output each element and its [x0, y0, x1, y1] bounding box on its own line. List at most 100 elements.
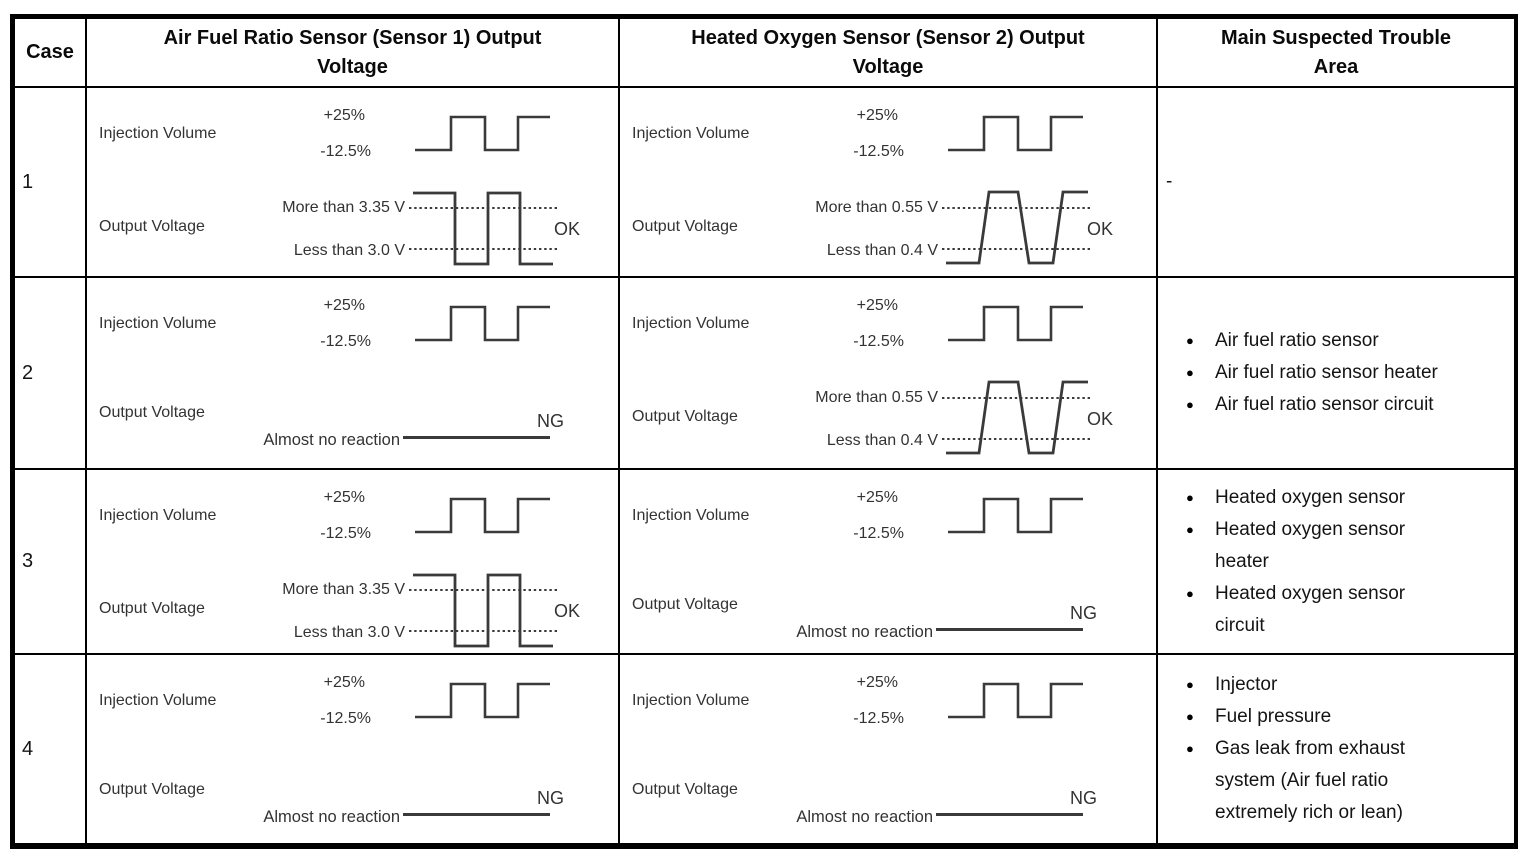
trouble-item: ● Heated oxygen sensor circuit	[1186, 578, 1510, 642]
trouble-item-text: Heated oxygen sensor heater	[1215, 518, 1406, 572]
diagnostic-table: Case Air Fuel Ratio Sensor (Sensor 1) Ou…	[10, 14, 1518, 849]
output-voltage-label: Output Voltage	[632, 596, 738, 613]
lower-threshold-label: Less than 0.4 V	[826, 432, 938, 449]
trouble-item: ● Air fuel ratio sensor heater	[1186, 357, 1510, 389]
result-label: NG	[537, 411, 564, 431]
trouble-area-cell: ● Heated oxygen sensor ● Heated oxygen s…	[1158, 470, 1514, 655]
header-case: Case	[15, 19, 87, 88]
injection-plus-level: +25%	[856, 674, 898, 691]
output-voltage-waveform	[942, 380, 1090, 455]
bullet-icon: ●	[1186, 333, 1194, 348]
injection-volume-waveform	[948, 682, 1083, 719]
output-voltage-label: Output Voltage	[99, 218, 205, 235]
flat-output-line	[936, 813, 1083, 816]
trouble-item-text: Injector	[1215, 674, 1278, 695]
case1-sensor2-cell: Injection Volume +25% -12.5% Output Volt…	[620, 88, 1158, 278]
lower-threshold-label: Less than 0.4 V	[826, 242, 938, 259]
bullet-icon: ●	[1186, 489, 1194, 505]
case4-sensor2-cell: Injection Volume +25% -12.5% Output Volt…	[620, 655, 1158, 843]
header-sensor1: Air Fuel Ratio Sensor (Sensor 1) Output …	[87, 19, 620, 88]
trouble-item-text: Air fuel ratio sensor heater	[1215, 362, 1438, 383]
bullet-icon: ●	[1186, 397, 1194, 412]
injection-plus-level: +25%	[856, 107, 898, 124]
trouble-item-text: Air fuel ratio sensor circuit	[1215, 394, 1434, 415]
bullet-icon: ●	[1186, 741, 1194, 756]
injection-volume-waveform	[948, 305, 1083, 342]
trouble-item: ● Fuel pressure	[1186, 701, 1510, 733]
bullet-icon: ●	[1186, 677, 1194, 692]
case2-sensor2-cell: Injection Volume +25% -12.5% Output Volt…	[620, 278, 1158, 470]
bullet-icon: ●	[1186, 709, 1194, 724]
trouble-area-cell: ● Injector ● Fuel pressure ● Gas leak fr…	[1158, 655, 1514, 843]
trouble-dash: -	[1166, 171, 1173, 192]
injection-minus-level: -12.5%	[320, 333, 371, 350]
injection-plus-level: +25%	[856, 297, 898, 314]
output-voltage-label: Output Voltage	[99, 781, 205, 798]
injection-volume-label: Injection Volume	[99, 315, 217, 332]
upper-threshold-label: More than 0.55 V	[815, 199, 938, 216]
lower-threshold-label: Less than 3.0 V	[293, 242, 405, 259]
injection-volume-label: Injection Volume	[632, 125, 750, 142]
output-voltage-label: Output Voltage	[632, 781, 738, 798]
result-label: OK	[554, 601, 581, 621]
case2-sensor1-cell: Injection Volume +25% -12.5% Output Volt…	[87, 278, 620, 470]
trouble-item: ● Air fuel ratio sensor	[1186, 325, 1510, 357]
output-voltage-label: Output Voltage	[99, 404, 205, 421]
output-voltage-waveform	[942, 190, 1090, 265]
result-label: NG	[537, 788, 564, 808]
result-label: OK	[1087, 409, 1114, 429]
injection-minus-level: -12.5%	[853, 143, 904, 160]
no-reaction-label: Almost no reaction	[263, 431, 400, 449]
injection-volume-label: Injection Volume	[632, 315, 750, 332]
injection-minus-level: -12.5%	[320, 525, 371, 542]
bullet-icon: ●	[1186, 521, 1194, 537]
injection-volume-label: Injection Volume	[632, 692, 750, 709]
no-reaction-label: Almost no reaction	[796, 808, 933, 826]
trouble-item: ● Injector	[1186, 669, 1510, 701]
upper-threshold-label: More than 3.35 V	[282, 581, 405, 598]
injection-plus-level: +25%	[323, 489, 365, 506]
injection-volume-waveform	[415, 497, 550, 534]
trouble-item: ● Air fuel ratio sensor circuit	[1186, 389, 1510, 421]
injection-volume-waveform	[415, 682, 550, 719]
bullet-icon: ●	[1186, 365, 1194, 380]
no-reaction-label: Almost no reaction	[263, 808, 400, 826]
injection-minus-level: -12.5%	[320, 143, 371, 160]
trouble-item-text: Heated oxygen sensor	[1215, 486, 1406, 508]
case-number: 2	[15, 278, 87, 470]
trouble-item: ● Heated oxygen sensor heater	[1186, 514, 1510, 578]
lower-threshold-label: Less than 3.0 V	[293, 624, 405, 641]
injection-volume-label: Injection Volume	[99, 125, 217, 142]
result-label: OK	[554, 219, 581, 239]
upper-threshold-label: More than 0.55 V	[815, 389, 938, 406]
trouble-area-cell: -	[1158, 88, 1514, 278]
case-number: 1	[15, 88, 87, 278]
output-voltage-label: Output Voltage	[99, 600, 205, 617]
case1-sensor1-cell: Injection Volume +25% -12.5% Output Volt…	[87, 88, 620, 278]
output-voltage-waveform	[409, 191, 557, 266]
trouble-item-text: Fuel pressure	[1215, 706, 1332, 727]
injection-volume-label: Injection Volume	[99, 692, 217, 709]
injection-volume-waveform	[948, 497, 1083, 534]
output-voltage-label: Output Voltage	[632, 408, 738, 425]
case-number: 4	[15, 655, 87, 843]
trouble-item-text: Air fuel ratio sensor	[1215, 330, 1379, 351]
injection-volume-label: Injection Volume	[632, 507, 750, 524]
injection-plus-level: +25%	[323, 674, 365, 691]
header-trouble-area: Main Suspected Trouble Area	[1158, 19, 1514, 88]
injection-minus-level: -12.5%	[853, 525, 904, 542]
injection-plus-level: +25%	[856, 489, 898, 506]
injection-minus-level: -12.5%	[853, 710, 904, 727]
injection-minus-level: -12.5%	[320, 710, 371, 727]
case4-sensor1-cell: Injection Volume +25% -12.5% Output Volt…	[87, 655, 620, 843]
trouble-area-cell: ● Air fuel ratio sensor ● Air fuel ratio…	[1158, 278, 1514, 470]
flat-output-line	[403, 813, 550, 816]
trouble-item: ● Gas leak from exhaust system (Air fuel…	[1186, 733, 1510, 829]
flat-output-line	[403, 436, 550, 439]
output-voltage-label: Output Voltage	[632, 218, 738, 235]
trouble-item: ● Heated oxygen sensor	[1186, 482, 1510, 514]
injection-volume-waveform	[415, 305, 550, 342]
result-label: NG	[1070, 788, 1097, 808]
output-voltage-waveform	[409, 573, 557, 648]
